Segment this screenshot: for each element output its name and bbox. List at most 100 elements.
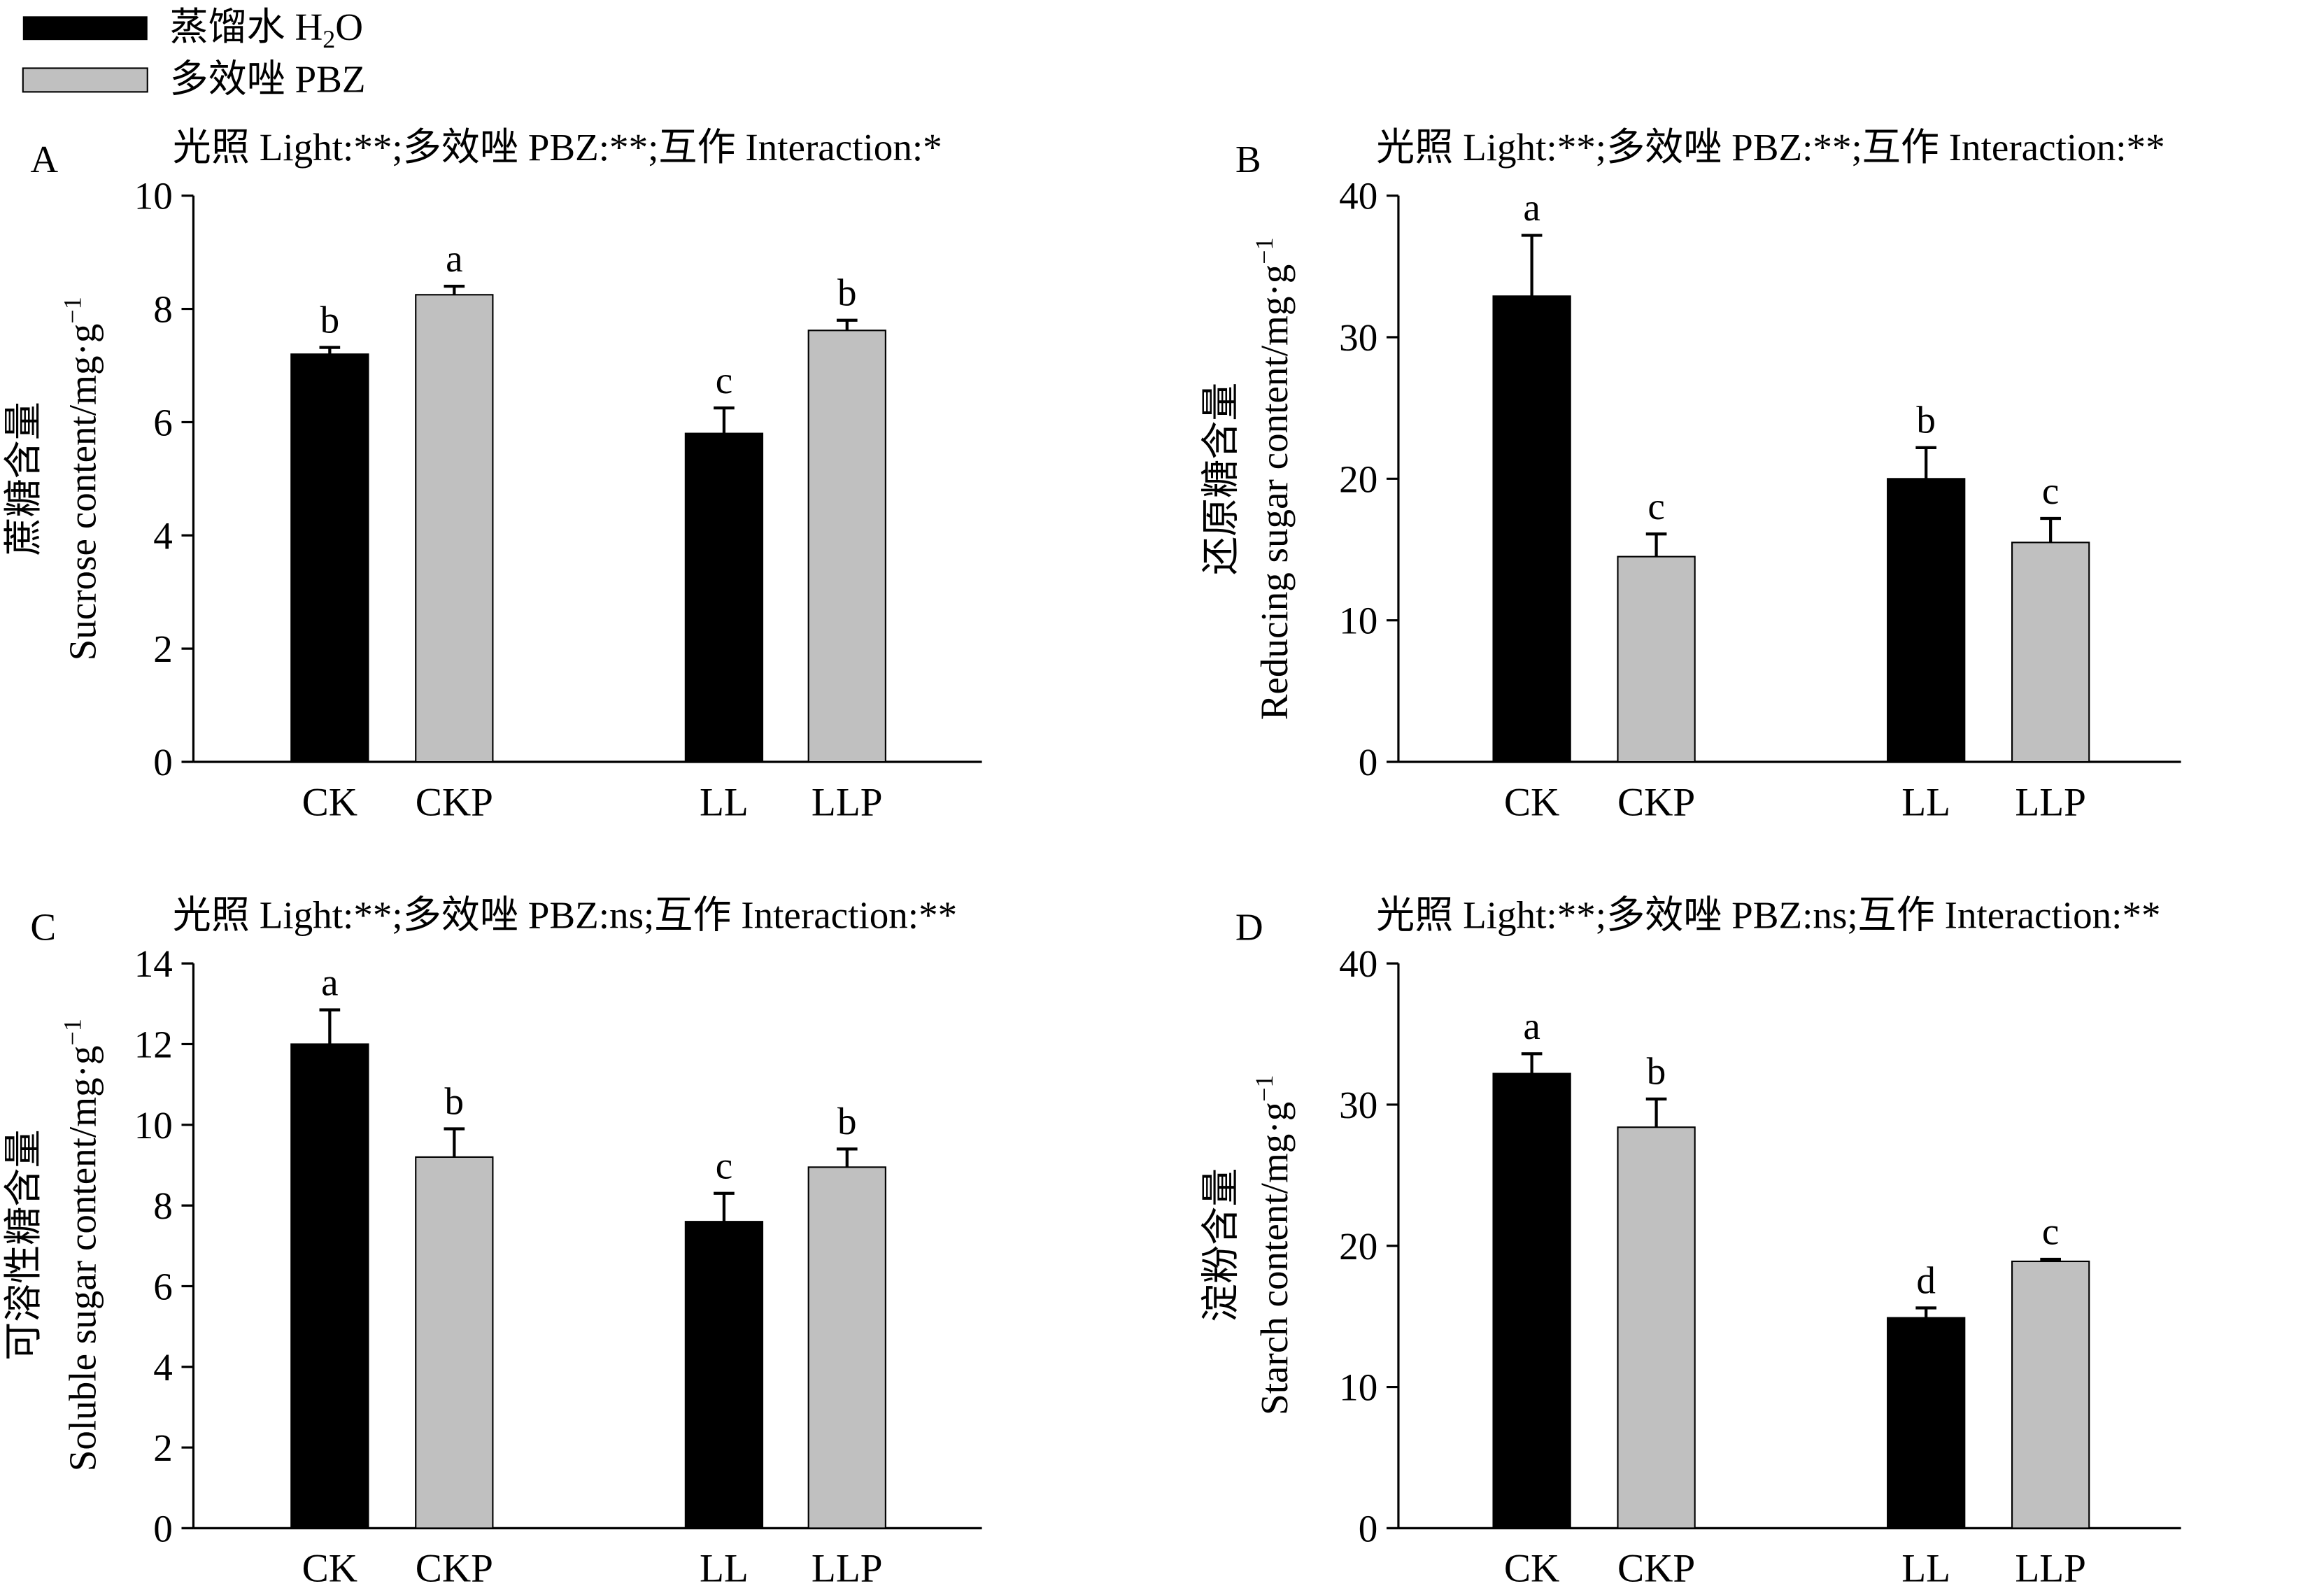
y-axis-label-cn: 淀粉含量 (1200, 1168, 1242, 1322)
y-tick-label: 8 (153, 1184, 173, 1227)
y-tick-label: 40 (1339, 942, 1377, 985)
significance-letter-ck: b (320, 298, 340, 341)
x-tick-label-ck: CK (1504, 1547, 1559, 1586)
y-tick-label: 0 (1359, 741, 1378, 784)
y-axis-label-en: Reducing sugar content/mg·g−1 (1250, 237, 1296, 720)
panel-title: 光照 Light:**;多效唑 PBZ:**;互作 Interaction:* (173, 126, 942, 169)
y-tick-label: 0 (153, 741, 173, 784)
y-tick-label: 6 (153, 401, 173, 444)
y-axis-label-unit-sup: −1 (58, 1019, 86, 1045)
y-tick-label: 12 (134, 1024, 173, 1066)
x-tick-label-ckp: CKP (1617, 1547, 1695, 1586)
panel-title: 光照 Light:**;多效唑 PBZ:**;互作 Interaction:** (1376, 126, 2165, 169)
x-tick-label-llp: LLP (2015, 1547, 2086, 1586)
x-tick-label-ck: CK (302, 780, 357, 824)
x-tick-label-ckp: CKP (416, 1547, 493, 1586)
bar-ckp (1617, 1126, 1696, 1529)
x-tick-label-llp: LLP (2015, 780, 2086, 824)
significance-letter-ll: c (716, 359, 732, 402)
significance-letter-ck: a (1523, 1005, 1540, 1047)
significance-letter-ckp: a (446, 237, 462, 280)
significance-letter-llp: c (2042, 1210, 2059, 1253)
significance-letter-ckp: c (1648, 485, 1664, 528)
y-axis-label-cn: 还原糖含量 (1200, 383, 1242, 575)
y-tick-label: 2 (153, 628, 173, 670)
y-axis-label-cn: 蔗糖含量 (2, 402, 45, 555)
bar-ck (290, 353, 369, 763)
significance-letter-llp: b (837, 271, 857, 314)
y-tick-label: 4 (153, 1346, 173, 1389)
y-tick-label: 2 (153, 1426, 173, 1469)
legend-swatch-h2o (22, 16, 148, 41)
panel-title: 光照 Light:**;多效唑 PBZ:ns;互作 Interaction:** (173, 893, 957, 936)
significance-letter-ck: a (321, 961, 338, 1003)
x-tick-label-ll: LL (700, 780, 749, 824)
bar-llp (2011, 1260, 2090, 1529)
y-tick-label: 30 (1339, 1084, 1377, 1126)
panel-c: C 光照 Light:**;多效唑 PBZ:ns;互作 Interaction:*… (2, 893, 982, 1586)
legend-label-pbz: 多效唑 PBZ (170, 57, 366, 100)
significance-letter-ck: a (1523, 186, 1540, 229)
significance-letter-ll: b (1916, 399, 1936, 441)
panel-letter: B (1235, 138, 1261, 180)
x-tick-label-llp: LLP (812, 780, 883, 824)
panel-a: A 光照 Light:**;多效唑 PBZ:**;互作 Interaction:*… (2, 126, 982, 824)
bar-ckp (415, 1156, 494, 1529)
x-tick-label-ll: LL (700, 1547, 749, 1586)
y-tick-label: 10 (1339, 600, 1377, 642)
panel-letter: A (30, 138, 58, 180)
bar-ck (1492, 1072, 1571, 1529)
bar-llp (807, 330, 886, 763)
x-tick-label-ll: LL (1901, 1547, 1950, 1586)
significance-letter-ckp: b (445, 1079, 465, 1122)
bar-ck (290, 1043, 369, 1529)
y-tick-label: 20 (1339, 1225, 1377, 1268)
y-axis-label-en: Soluble sugar content/mg·g−1 (58, 1019, 104, 1471)
significance-letter-llp: c (2042, 469, 2059, 512)
bar-ckp (415, 294, 494, 763)
x-tick-label-llp: LLP (812, 1547, 883, 1586)
bar-ck (1492, 295, 1571, 763)
y-tick-label: 6 (153, 1265, 173, 1308)
legend: 蒸馏水 H2O 多效唑 PBZ (22, 6, 366, 100)
y-axis-label-en: Starch content/mg·g−1 (1250, 1075, 1296, 1415)
panel-letter: D (1235, 905, 1263, 948)
y-axis-label-unit-sup: −1 (1250, 237, 1278, 264)
y-tick-label: 10 (134, 175, 173, 218)
y-tick-label: 8 (153, 288, 173, 331)
panel-b: B 光照 Light:**;多效唑 PBZ:**;互作 Interaction:*… (1200, 126, 2181, 824)
bar-llp (807, 1166, 886, 1529)
x-tick-label-ck: CK (302, 1547, 357, 1586)
y-axis-label-en: Sucrose content/mg·g−1 (58, 297, 104, 660)
y-tick-label: 0 (153, 1507, 173, 1550)
y-tick-label: 14 (134, 942, 173, 985)
y-axis-label-unit-sup: −1 (58, 297, 86, 323)
y-tick-label: 10 (134, 1104, 173, 1147)
bar-ll (684, 432, 764, 763)
y-axis-label-unit-sup: −1 (1250, 1075, 1278, 1101)
significance-letter-llp: b (837, 1100, 857, 1142)
y-tick-label: 30 (1339, 316, 1377, 359)
significance-letter-ckp: b (1647, 1050, 1666, 1093)
panel-d: D 光照 Light:**;多效唑 PBZ:ns;互作 Interaction:*… (1200, 893, 2181, 1586)
y-tick-label: 40 (1339, 175, 1377, 218)
bar-ckp (1617, 555, 1696, 763)
y-tick-label: 4 (153, 514, 173, 557)
legend-swatch-pbz (22, 67, 148, 93)
panel-letter: C (30, 905, 56, 948)
significance-letter-ll: d (1916, 1259, 1936, 1301)
bar-llp (2011, 541, 2090, 763)
panel-title: 光照 Light:**;多效唑 PBZ:ns;互作 Interaction:** (1376, 893, 2160, 936)
x-tick-label-ckp: CKP (1617, 780, 1695, 824)
y-tick-label: 20 (1339, 458, 1377, 500)
legend-label-h2o: 蒸馏水 H2O (170, 6, 364, 53)
y-tick-label: 10 (1339, 1366, 1377, 1409)
x-tick-label-ck: CK (1504, 780, 1559, 824)
bar-ll (1887, 1317, 1966, 1529)
bar-ll (684, 1221, 764, 1529)
bar-ll (1887, 478, 1966, 763)
x-tick-label-ll: LL (1901, 780, 1950, 824)
x-tick-label-ckp: CKP (416, 780, 493, 824)
y-axis-label-cn: 可溶性糖含量 (2, 1129, 45, 1360)
